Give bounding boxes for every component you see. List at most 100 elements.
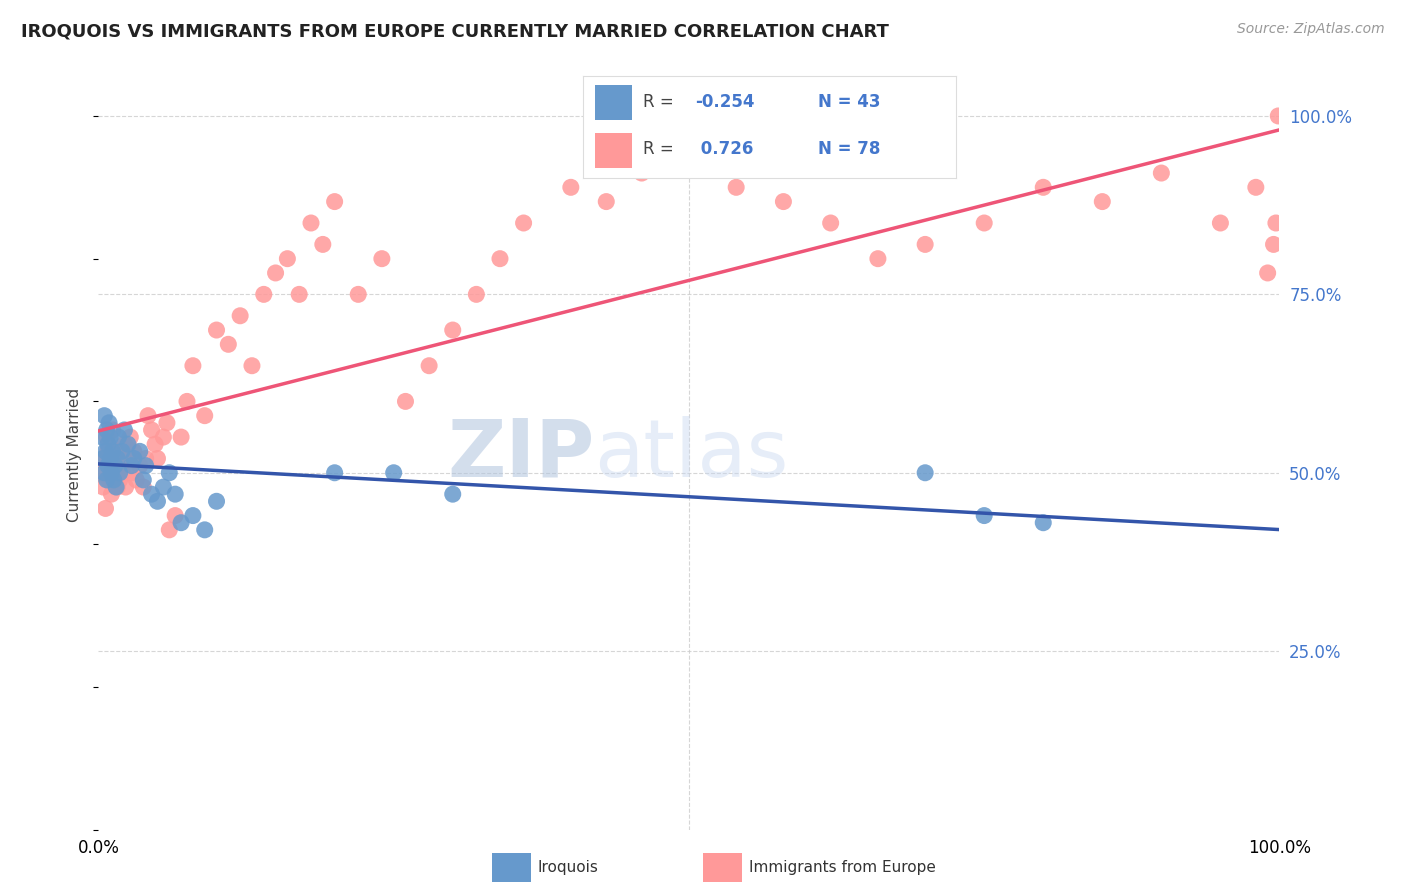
- Point: [141, 423, 163, 437]
- Point: [128, 458, 150, 473]
- Point: [100, 466, 122, 480]
- Point: [122, 444, 145, 458]
- Point: [93, 466, 115, 480]
- Point: [157, 523, 180, 537]
- Point: [1032, 180, 1054, 194]
- Point: [418, 359, 440, 373]
- Point: [96, 473, 118, 487]
- Point: [103, 451, 125, 466]
- Point: [1150, 166, 1173, 180]
- Point: [108, 466, 131, 480]
- Point: [107, 458, 129, 473]
- Point: [240, 359, 263, 373]
- Text: IROQUOIS VS IMMIGRANTS FROM EUROPE CURRENTLY MARRIED CORRELATION CHART: IROQUOIS VS IMMIGRANTS FROM EUROPE CURRE…: [21, 22, 889, 40]
- Text: atlas: atlas: [595, 416, 789, 494]
- Point: [181, 359, 204, 373]
- Text: R =: R =: [643, 140, 679, 158]
- Point: [170, 516, 193, 530]
- Point: [146, 451, 169, 466]
- Point: [141, 487, 163, 501]
- Point: [152, 480, 174, 494]
- Text: ZIP: ZIP: [447, 416, 595, 494]
- Bar: [492, 854, 531, 881]
- Point: [772, 194, 794, 209]
- Point: [678, 145, 700, 159]
- Point: [165, 487, 187, 501]
- Point: [97, 444, 120, 458]
- Point: [98, 473, 121, 487]
- Point: [125, 473, 148, 487]
- Point: [1264, 216, 1286, 230]
- Point: [181, 508, 204, 523]
- Text: Immigrants from Europe: Immigrants from Europe: [748, 860, 935, 875]
- Text: -0.254: -0.254: [695, 93, 755, 111]
- Point: [205, 494, 228, 508]
- Point: [441, 323, 464, 337]
- Point: [512, 216, 534, 230]
- Point: [157, 466, 180, 480]
- Point: [1209, 216, 1232, 230]
- Point: [299, 216, 322, 230]
- Point: [132, 473, 155, 487]
- Point: [97, 458, 120, 473]
- Point: [117, 437, 139, 451]
- Point: [973, 216, 995, 230]
- Point: [97, 437, 120, 451]
- Point: [146, 494, 169, 508]
- Point: [288, 287, 311, 301]
- Point: [176, 394, 198, 409]
- Point: [91, 451, 114, 466]
- Point: [96, 430, 118, 444]
- Point: [630, 166, 652, 180]
- Point: [914, 466, 936, 480]
- Point: [560, 180, 582, 194]
- Point: [229, 309, 252, 323]
- Point: [264, 266, 287, 280]
- Point: [101, 423, 124, 437]
- Point: [253, 287, 276, 301]
- Point: [323, 194, 346, 209]
- Point: [205, 323, 228, 337]
- Point: [98, 458, 121, 473]
- Point: [98, 451, 121, 466]
- Point: [117, 451, 139, 466]
- Point: [94, 501, 117, 516]
- Point: [121, 458, 143, 473]
- Point: [217, 337, 239, 351]
- Point: [394, 394, 416, 409]
- Point: [101, 444, 124, 458]
- Point: [93, 409, 115, 423]
- Point: [1091, 194, 1114, 209]
- Point: [105, 444, 128, 458]
- Point: [914, 237, 936, 252]
- Point: [1032, 516, 1054, 530]
- Point: [100, 487, 122, 501]
- Point: [107, 430, 129, 444]
- Point: [152, 430, 174, 444]
- Point: [347, 287, 370, 301]
- Point: [441, 487, 464, 501]
- Text: N = 78: N = 78: [818, 140, 880, 158]
- Text: N = 43: N = 43: [818, 93, 880, 111]
- Point: [120, 430, 142, 444]
- Bar: [595, 133, 631, 168]
- Point: [1267, 109, 1289, 123]
- Point: [135, 458, 157, 473]
- Point: [112, 423, 135, 437]
- Point: [104, 458, 127, 473]
- Point: [112, 437, 135, 451]
- Bar: [703, 854, 742, 881]
- Point: [111, 444, 134, 458]
- Point: [98, 416, 121, 430]
- Point: [866, 252, 889, 266]
- Point: [595, 194, 617, 209]
- Point: [156, 416, 179, 430]
- Point: [312, 237, 335, 252]
- Point: [105, 451, 128, 466]
- Point: [91, 430, 114, 444]
- Text: Iroquois: Iroquois: [538, 860, 599, 875]
- Point: [382, 466, 405, 480]
- Point: [165, 508, 187, 523]
- Point: [132, 480, 155, 494]
- Point: [93, 451, 115, 466]
